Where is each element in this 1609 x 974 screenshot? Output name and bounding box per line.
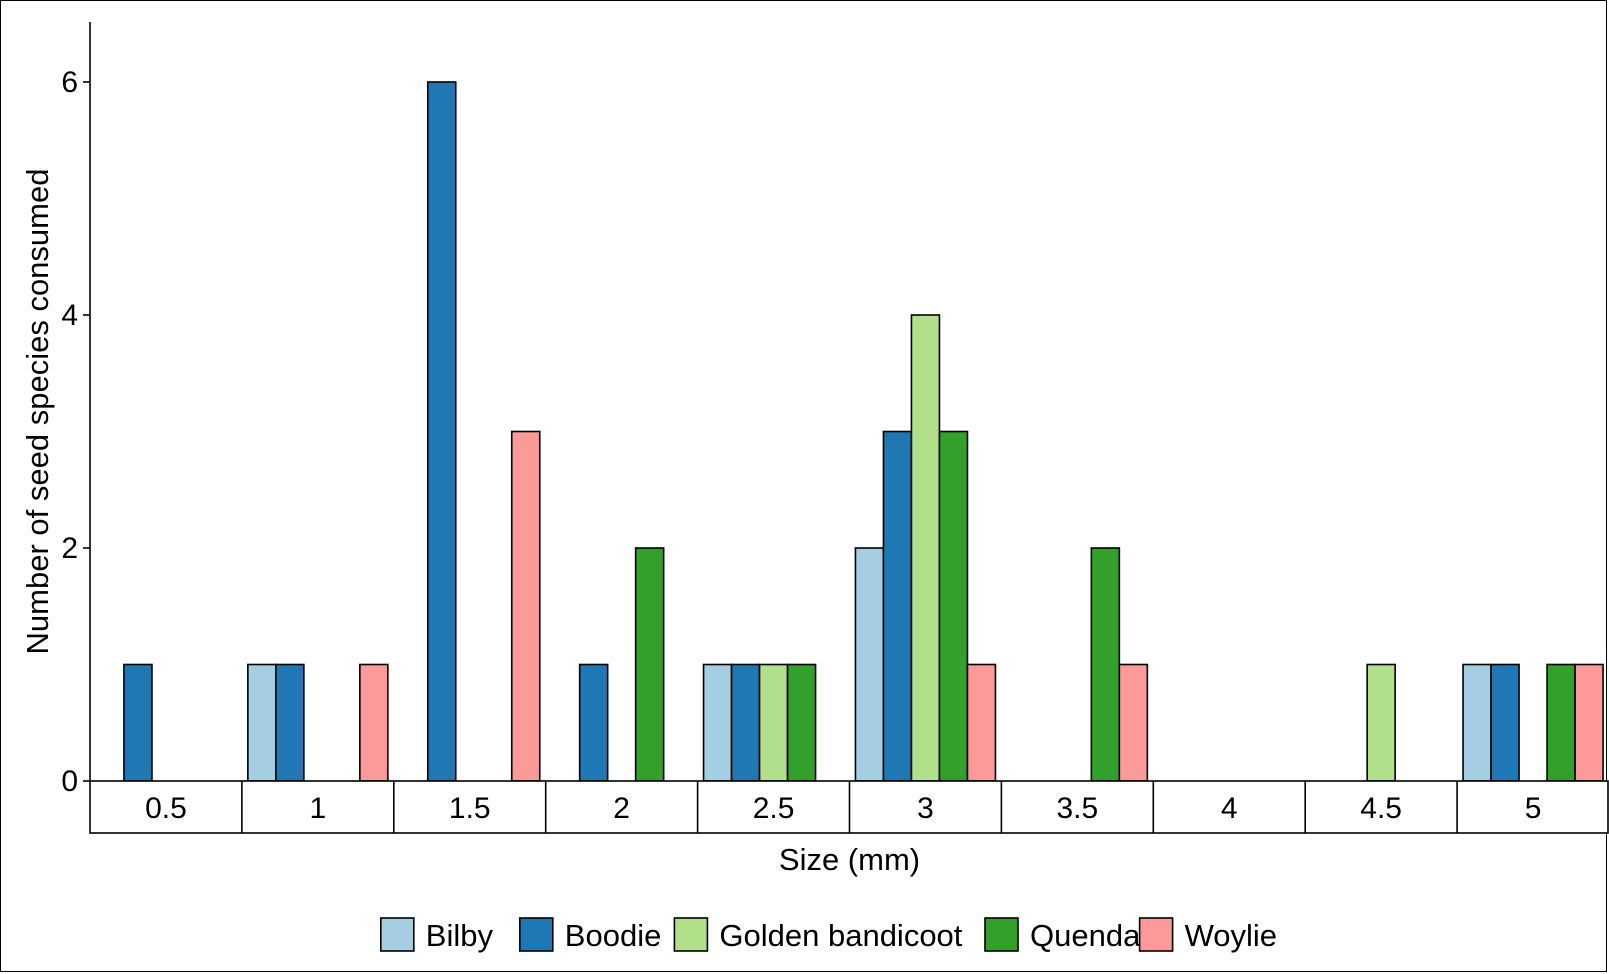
x-category-label: 2 [613,792,630,825]
bar-quenda-5 [1546,663,1576,782]
legend-swatch-woylie [1138,917,1174,952]
x-category-label: 3 [917,792,934,825]
y-axis-title: Number of seed species consumed [20,169,55,655]
legend-label: Woylie [1185,918,1277,953]
legend-label: Golden bandicoot [719,918,962,953]
x-axis-title: Size (mm) [779,842,920,877]
bar-boodie-1.5 [426,81,457,782]
bar-golden-bandicoot-3 [910,314,941,782]
legend-swatch-boodie [518,917,554,952]
x-category-label: 1.5 [449,792,491,825]
legend-label: Boodie [565,918,662,953]
x-category-label: 5 [1525,792,1542,825]
bar-boodie-2 [578,663,609,782]
bar-quenda-2 [634,547,665,782]
bar-boodie-2.5 [730,663,761,782]
bar-bilby-2.5 [702,663,733,782]
bar-woylie-3 [966,663,997,782]
legend: Bilby Boodie Golden bandicoot Quenda Woylie [379,917,1277,953]
bars-layer [123,81,1604,782]
bar-woylie-1.5 [510,430,541,782]
bar-woylie-3.5 [1118,663,1149,782]
legend-swatch-quenda [984,917,1019,952]
bar-bilby-5 [1462,663,1492,782]
legend-swatch-golden-bandicoot [673,917,709,952]
bar-boodie-0.5 [123,663,153,782]
y-tick-label: 4 [61,299,78,332]
y-ticks: 0 2 4 6 [61,66,90,798]
bar-golden-bandicoot-4.5 [1366,663,1396,782]
bar-golden-bandicoot-2.5 [758,663,789,782]
bar-woylie-1 [359,663,389,782]
bar-boodie-3 [882,430,913,782]
bar-bilby-1 [247,663,277,782]
legend-swatch-bilby [379,917,415,952]
bar-quenda-3.5 [1090,547,1121,782]
bar-quenda-2.5 [786,663,817,782]
y-tick-label: 2 [61,532,78,565]
x-category-label: 4.5 [1360,792,1402,825]
bar-quenda-3 [938,430,969,782]
x-category-label: 4 [1221,792,1238,825]
x-category-label: 1 [310,792,327,825]
x-category-strip: 0.5 1 1.5 2 2.5 3 3.5 4 4.5 5 [89,780,1609,834]
bar-bilby-3 [854,547,885,782]
x-category-label: 2.5 [753,792,795,825]
bar-boodie-1 [275,663,305,782]
legend-label: Bilby [426,918,494,953]
x-category-label: 3.5 [1056,792,1098,825]
x-category-label: 0.5 [145,792,187,825]
bar-woylie-5 [1574,663,1604,782]
bar-boodie-5 [1490,663,1520,782]
y-tick-label: 6 [61,66,78,99]
legend-label: Quenda [1030,918,1141,953]
y-tick-label: 0 [61,765,78,798]
axes-layer: 0 2 4 6 0.5 1 1.5 2 2.5 3 3.5 4 4.5 5 [61,22,1609,834]
